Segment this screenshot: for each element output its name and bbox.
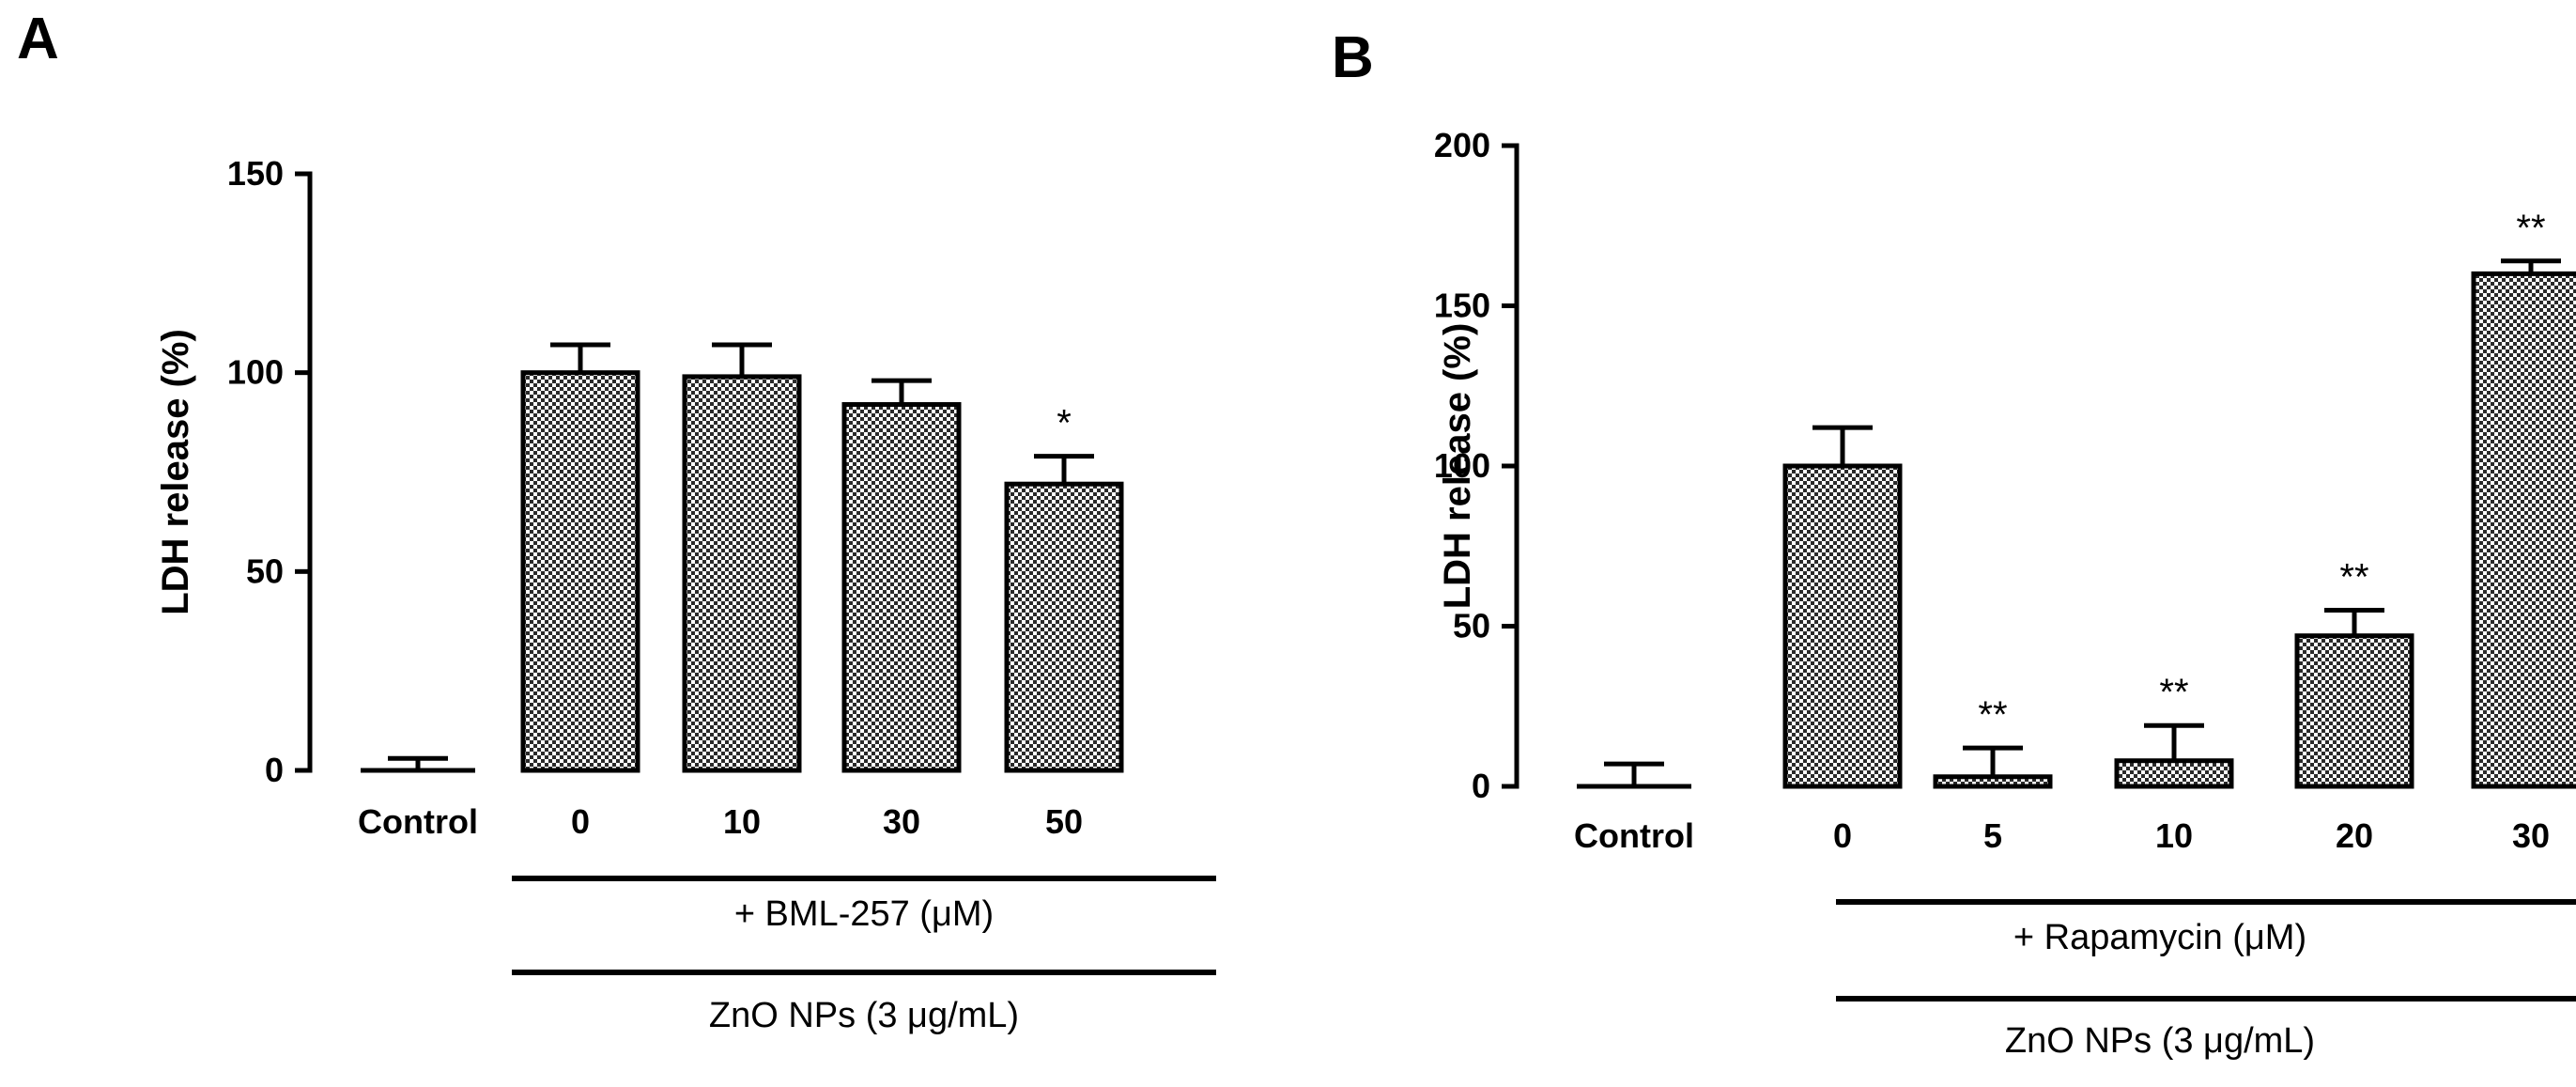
bar: [1933, 774, 2053, 789]
y-tick-label: 0: [265, 751, 284, 789]
y-tick-label: 150: [1434, 287, 1490, 325]
category-label: 0: [571, 802, 590, 841]
bar: [1782, 463, 1903, 789]
category-label: 30: [883, 802, 920, 841]
significance-marker: **: [2339, 556, 2368, 598]
category-label: 10: [2155, 816, 2193, 855]
category-label: 30: [2512, 816, 2550, 855]
bar: [1004, 481, 1124, 773]
y-axis-title: LDH release (%): [1437, 323, 1478, 610]
group-label: ZnO NPs (3 μg/mL): [709, 996, 1019, 1035]
significance-marker: *: [1057, 403, 1072, 444]
group-label: + Rapamycin (μM): [2013, 918, 2306, 957]
panel-a: A 0 50 100 150 LDH release (%) Control 0 10 30 * 50…: [17, 7, 1216, 1035]
category-label: 20: [2336, 816, 2373, 855]
bar: [682, 374, 802, 773]
y-tick-label: 0: [1472, 767, 1490, 805]
significance-marker: **: [2159, 672, 2188, 713]
panel-b: B 0 50 100 150 200 LDH release (%) Control 0 ** 5 *…: [1332, 25, 2576, 1061]
y-tick-label: 50: [1453, 607, 1490, 645]
bar: [2294, 633, 2414, 789]
category-label: 0: [1833, 816, 1852, 855]
y-tick-label: 150: [227, 154, 284, 193]
category-label: Control: [358, 802, 478, 841]
y-tick-label: 100: [227, 353, 284, 392]
group-label: + BML-257 (μM): [734, 894, 994, 934]
bar: [2114, 758, 2234, 789]
y-tick-label: 200: [1434, 126, 1490, 164]
category-label: 5: [1983, 816, 2002, 855]
panel-letter: B: [1332, 25, 1374, 90]
category-label: 10: [723, 802, 761, 841]
group-label: ZnO NPs (3 μg/mL): [2005, 1021, 2315, 1061]
bar: [841, 402, 962, 773]
panel-letter: A: [17, 7, 59, 71]
y-axis-title: LDH release (%): [155, 329, 196, 615]
bar: [520, 370, 640, 773]
y-tick-label: 100: [1434, 446, 1490, 485]
significance-marker: **: [1978, 694, 2007, 736]
y-tick-label: 50: [246, 551, 284, 590]
category-label: Control: [1574, 816, 1694, 855]
category-label: 50: [1045, 802, 1083, 841]
significance-marker: **: [2516, 208, 2545, 249]
bar: [2471, 271, 2576, 789]
